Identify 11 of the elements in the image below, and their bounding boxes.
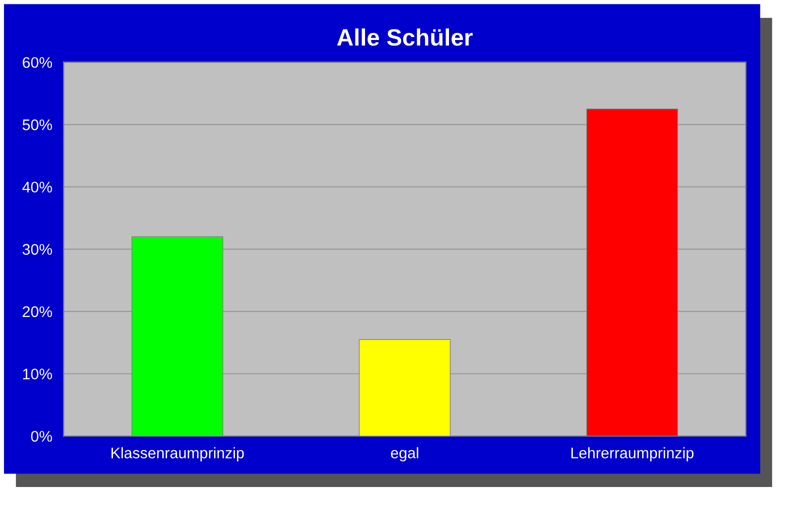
- x-tick-label: Klassenraumprinzip: [112, 447, 244, 462]
- y-tick-label: 10%: [23, 368, 52, 380]
- x-tick-label: egal: [390, 447, 418, 462]
- y-tick-label: 60%: [22, 57, 52, 68]
- y-tick-label: 50%: [22, 119, 52, 130]
- y-tick-label: 40%: [22, 182, 52, 193]
- y-tick-label: 30%: [22, 244, 52, 255]
- chart-title: Alle Schüler: [337, 28, 473, 46]
- x-tick-label: Lehrerraumprinzip: [571, 447, 694, 462]
- y-tick-label: 0%: [31, 430, 52, 442]
- y-tick-label: 20%: [22, 306, 52, 318]
